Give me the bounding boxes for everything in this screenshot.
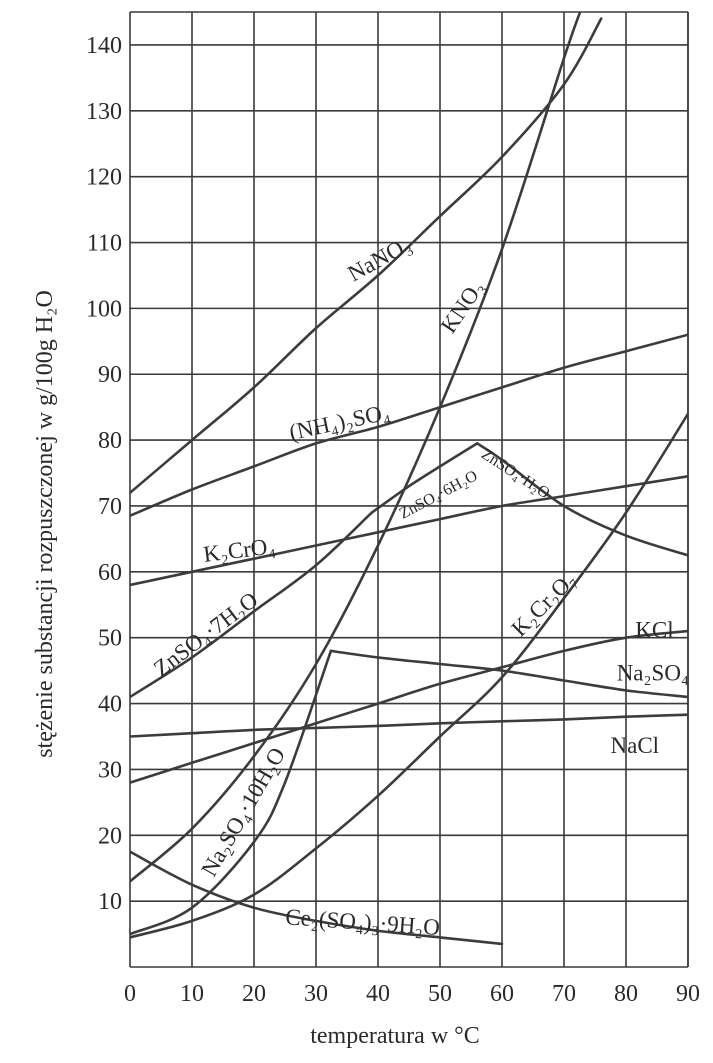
y-axis-ticks: 10 20 30 40 50 60 70 80 90 100 110 120 130 140 [86,33,122,915]
x-axis-ticks: 0 10 20 30 40 50 60 70 80 90 [124,981,700,1007]
series-line-na2so4-10h2o [130,649,333,936]
y-tick-label: 80 [98,428,122,454]
x-tick-label: 80 [614,981,638,1007]
series-line-k2cro4 [130,475,688,587]
series-line-ce2-so4-3-9h2o [130,850,504,946]
x-tick-label: 90 [676,981,700,1007]
x-tick-label: 30 [304,981,328,1007]
series-label-ce2-so4-3-9h2o: Ce₂(SO₄)₃·9H₂O [285,904,441,940]
x-tick-label: 60 [490,981,514,1007]
series-line-kno3 [130,12,582,883]
series-line-na2so4 [329,649,688,699]
y-axis-title: stężenie substancji rozpuszczonej w g/10… [32,290,58,758]
y-tick-label: 60 [98,560,122,586]
y-tick-label: 130 [86,99,122,125]
series-line-znso4-6h2o [370,442,479,514]
series-line-nacl [130,713,688,738]
y-tick-label: 40 [98,692,122,718]
y-tick-label: 90 [98,362,122,388]
x-tick-label: 20 [242,981,266,1007]
series-line-nh4-2so4 [130,333,688,518]
y-tick-label: 110 [87,231,122,257]
series-curves [130,12,688,946]
series-line-znso4-h2o [475,442,688,557]
series-label-na2so4-10h2o: Na₂SO₄·10H₂O [196,743,290,880]
y-tick-label: 20 [98,823,122,849]
x-axis-title: temperatura w °C [310,1023,480,1049]
series-label-nano3: NaNO₃ [344,232,416,287]
y-tick-label: 100 [86,296,122,322]
series-line-kcl [130,629,688,784]
series-label-znso4-7h2o: ZnSO₄·7H₂O [149,587,263,681]
series-line-k2cr2o7 [130,412,688,939]
grid [129,11,689,968]
series-label-k2cro4: K₂CrO₄ [202,533,277,567]
series-label-k2cr2o7: K₂Cr₂O₇ [506,567,580,641]
series-label-znso4-h2o: ZnSO₄·H₂O [478,446,553,503]
x-tick-label: 0 [124,981,136,1007]
series-line-znso4-7h2o [130,511,374,699]
x-tick-label: 40 [366,981,390,1007]
series-labels: NaNO₃KNO₃(NH₄)₂SO₄K₂CrO₄ZnSO₄·7H₂OZnSO₄·… [149,232,689,940]
y-tick-label: 10 [98,889,122,915]
y-tick-label: 140 [86,33,122,59]
y-tick-label: 30 [98,757,122,783]
series-label-na2so4: Na₂SO₄ [617,661,689,686]
x-tick-label: 10 [180,981,204,1007]
series-label-kcl: KCl [635,618,673,643]
y-tick-label: 50 [98,626,122,652]
x-tick-label: 50 [428,981,452,1007]
series-label-nacl: NaCl [611,733,660,758]
series-line-nano3 [130,17,603,495]
y-tick-label: 70 [98,494,122,520]
y-tick-label: 120 [86,165,122,191]
x-tick-label: 70 [552,981,576,1007]
